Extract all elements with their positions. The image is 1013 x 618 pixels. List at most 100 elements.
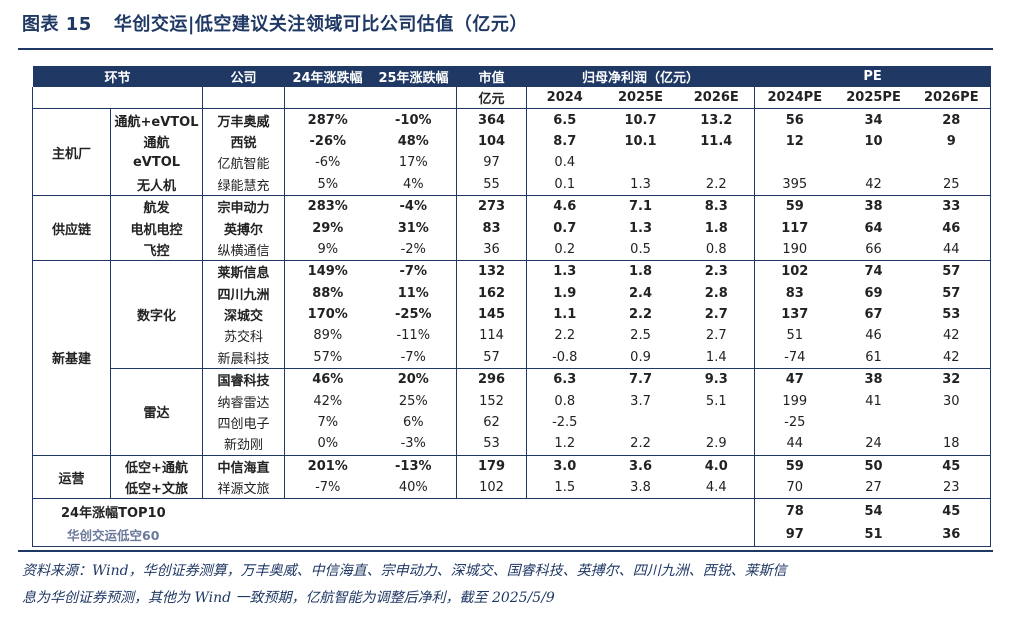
table-row: eVTOL 亿航智能 -6% 17% 97 0.4	[33, 152, 992, 174]
pe2026-cell: 28	[912, 108, 992, 131]
mcap-cell: 53	[456, 433, 527, 456]
pe2024-cell: 59	[754, 454, 835, 478]
pe2024-cell: 117	[754, 217, 835, 239]
table-row: 新基建 数字化 莱斯信息 149% -7% 132 1.3 1.8 2.3 102 74 57	[32, 260, 992, 456]
np2025-cell: 7.1	[602, 194, 679, 218]
chg24-cell: 7%	[284, 411, 371, 434]
pe2026-cell: 42	[912, 346, 992, 369]
source-note: 资料来源：Wind，华创证券测算，万丰奥威、中信海直、宗申动力、深城交、国睿科技…	[22, 558, 997, 612]
np2026-cell: 2.9	[705, 436, 727, 452]
company-cell: 西锐	[202, 130, 285, 153]
company-cell: 万丰奥威	[202, 108, 285, 131]
chg25-cell: 20%	[370, 368, 457, 391]
np2026-cell: 2.7	[705, 328, 727, 344]
pe2025-cell: 46	[865, 328, 882, 344]
np2024-cell: 0.4	[526, 152, 603, 174]
company-cell: 国睿科技	[202, 368, 285, 391]
pe2025-cell: 34	[834, 108, 913, 131]
pe2025-cell: 41	[865, 393, 882, 409]
pe2024-cell: 83	[754, 282, 835, 304]
np2025-cell: 3.8	[602, 477, 679, 500]
mcap-cell: 55	[456, 173, 527, 196]
np2025-cell: 3.6	[602, 454, 679, 478]
subheader-2025pe: 2025PE	[834, 87, 913, 110]
chg25-cell: -25%	[395, 307, 432, 323]
pe2026-cell: 42	[912, 325, 992, 347]
mcap-cell: 83	[456, 217, 527, 239]
pe2026-cell: 32	[912, 368, 992, 391]
source-note-line-1: 资料来源：Wind，华创证券测算，万丰奥威、中信海直、宗申动力、深城交、国睿科技…	[22, 563, 787, 579]
note-rule	[18, 550, 993, 552]
mcap-cell: 296	[456, 368, 527, 391]
pe2026-cell: 33	[912, 194, 992, 218]
chg24-cell: 88%	[284, 282, 371, 304]
np2024-cell: 2.2	[526, 325, 603, 347]
np2024-cell: 1.5	[526, 477, 603, 500]
table-row: 新晨科技 57% -7% 57 -0.8 0.9 1.4 -74 61 42	[33, 346, 992, 369]
chg24-cell: 5%	[284, 173, 371, 196]
pe2024-cell: 47	[754, 368, 835, 391]
pe2024-cell: 395	[754, 173, 835, 196]
header-chg24: 24年涨跌幅	[284, 66, 371, 87]
np2024-cell: 6.5	[526, 108, 603, 131]
subheader-2026e: 2026E	[678, 87, 755, 110]
np2025-cell: 1.3	[630, 176, 651, 192]
pe2024-cell: 44	[754, 433, 835, 456]
header-pe: PE	[754, 66, 991, 87]
subheader-2024pe: 2024PE	[754, 87, 835, 110]
np2025-cell: 7.7	[602, 368, 679, 391]
subheader-mcap-unit: 亿元	[456, 87, 527, 110]
segment-cell: 低空+文旅	[109, 477, 203, 500]
group-label: 主机厂	[32, 108, 111, 196]
mcap-cell: 97	[456, 152, 527, 174]
np2024-cell: 0.7	[526, 217, 603, 239]
chg25-cell: -3%	[400, 436, 426, 452]
segment-cell: 电机电控	[109, 217, 203, 239]
chg25-cell: -11%	[396, 328, 431, 344]
summary-pe2024: 97	[754, 522, 835, 548]
company-cell: 新晨科技	[202, 346, 285, 369]
np2024-cell: -2.5	[526, 411, 603, 434]
pe2024-cell: 56	[754, 108, 835, 131]
group-label: 供应链	[32, 194, 111, 261]
table-row: 四川九洲 88% 11% 162 1.9 2.4 2.8 83 69 57	[33, 282, 992, 304]
segment-cell: 飞控	[109, 238, 203, 261]
chg24-cell: 287%	[284, 108, 371, 131]
figure-title: 图表 15 华创交运|低空建议关注领域可比公司估值（亿元）	[22, 10, 528, 36]
pe2025-cell: 64	[864, 220, 883, 236]
summary-pe2026: 45	[912, 498, 992, 523]
pe2026-cell: 57	[912, 260, 992, 283]
mcap-cell: 132	[456, 260, 527, 283]
mcap-cell: 364	[456, 108, 527, 131]
np2026-cell: 5.1	[705, 393, 727, 409]
mcap-cell: 62	[456, 411, 527, 434]
summary-name: 华创交运低空60	[31, 522, 755, 548]
summary-row: 24年涨幅TOP10 78 54 45	[31, 498, 992, 523]
np2026-cell: 0.8	[705, 241, 727, 257]
subgroup-label: 数字化	[109, 260, 203, 369]
pe2026-cell: 25	[912, 173, 992, 196]
mcap-cell: 104	[456, 130, 527, 153]
np2026-cell: 2.7	[704, 307, 728, 323]
subheader-2024: 2024	[526, 87, 603, 110]
table-row: 苏交科 89% -11% 114 2.2 2.5 2.7 51 46 42	[33, 325, 992, 347]
np2024-cell: 4.6	[526, 194, 603, 218]
header-chg25: 25年涨跌幅	[370, 66, 457, 87]
subheader-row: 亿元 2024 2025E 2026E 2024PE 2025PE 2026PE	[31, 87, 992, 110]
np2025-cell: 0.9	[630, 349, 651, 365]
pe2025-cell: 69	[864, 285, 883, 301]
company-cell: 深城交	[202, 303, 285, 326]
np2024-cell: 1.3	[526, 260, 603, 283]
pe2026-cell: 46	[912, 217, 992, 239]
chg24-cell: 0%	[284, 433, 371, 456]
np2025-cell: 2.2	[630, 436, 651, 452]
pe2026-cell	[912, 411, 992, 434]
chg25-cell: 17%	[398, 155, 428, 171]
segment-cell: 通航+eVTOL	[109, 108, 203, 131]
np2025-cell: 0.5	[630, 241, 651, 257]
np2024-cell: 0.2	[526, 238, 603, 261]
pe2025-cell	[835, 152, 913, 173]
summary-row: 华创交运低空60 97 51 36	[31, 522, 992, 548]
company-cell: 英搏尔	[202, 217, 285, 239]
pe2025-cell: 50	[834, 454, 913, 478]
